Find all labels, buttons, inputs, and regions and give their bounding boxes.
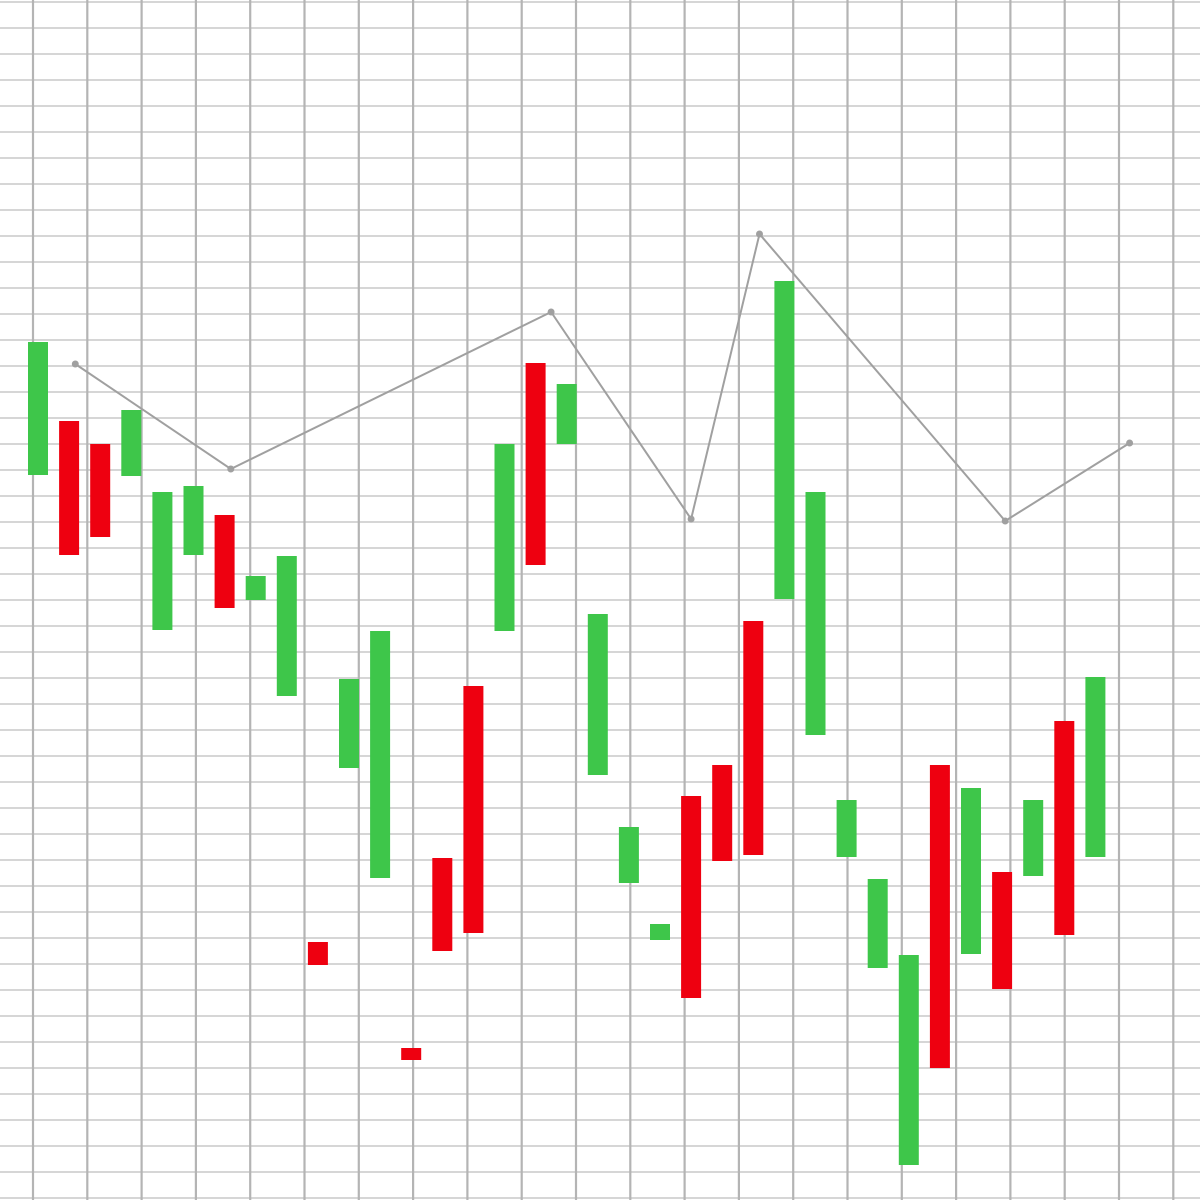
candle-down <box>432 858 453 951</box>
trend-point <box>71 360 79 368</box>
candle-down <box>929 765 950 1068</box>
candle-up <box>898 955 919 1165</box>
trend-point <box>547 308 555 316</box>
candle-down <box>463 686 484 933</box>
candle-down <box>59 421 80 555</box>
candle-up <box>339 679 359 768</box>
candle-down <box>90 444 111 537</box>
overlay-line <box>71 230 1134 525</box>
candle-up <box>587 614 608 775</box>
candle-up <box>245 576 266 600</box>
trend-point <box>687 515 695 523</box>
candle-up <box>276 556 297 696</box>
candle-down <box>743 621 764 855</box>
candle-up <box>618 827 639 883</box>
trend-point <box>1126 439 1134 447</box>
candle-down <box>401 1048 422 1060</box>
candle-up <box>494 444 515 631</box>
candle-up <box>556 384 577 444</box>
candle-down <box>525 363 546 565</box>
candle-down <box>1054 721 1075 935</box>
candle-up <box>961 788 981 954</box>
candle-up <box>370 631 391 878</box>
candle-down <box>992 872 1013 989</box>
candle-up <box>1085 677 1106 857</box>
candle-down <box>307 942 328 965</box>
candle-up <box>1023 800 1044 876</box>
candle-down <box>214 515 235 608</box>
candle-up <box>183 486 204 555</box>
candle-up <box>152 492 173 630</box>
trend-point <box>227 465 235 473</box>
candle-down <box>712 765 733 861</box>
candle-up <box>650 924 670 940</box>
candle-up <box>836 800 857 857</box>
candle-up <box>805 492 826 735</box>
candle-up <box>774 281 795 599</box>
trend-point <box>1001 517 1009 525</box>
candle-up <box>121 410 142 476</box>
candle-up <box>28 342 48 475</box>
candle-up <box>867 879 888 968</box>
trend-point <box>756 230 763 238</box>
candles <box>28 281 1106 1165</box>
candle-down <box>681 796 702 998</box>
